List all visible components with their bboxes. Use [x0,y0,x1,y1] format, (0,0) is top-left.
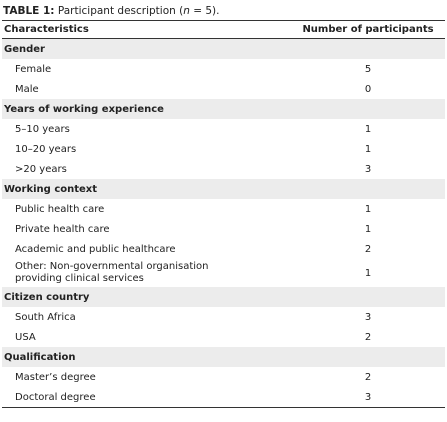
row-label: USA [15,331,36,343]
item-row: Other: Non-governmental organisation pro… [2,259,445,287]
title-text: Participant description ( [57,5,184,17]
title-variable: n [183,5,190,17]
section-row: Working context [2,179,445,199]
count: 0 [364,83,372,95]
row-label: Public health care [15,203,105,215]
row-label: >20 years [15,163,67,175]
cell [291,287,445,307]
row-label-text: Other: Non-governmental organisation pro… [15,261,209,284]
item-row: >20 years 3 [2,159,445,179]
cell [291,179,445,199]
row-label: Doctoral degree [15,391,96,403]
row-label: Male [15,83,39,95]
column-header: Number of participants [291,20,445,39]
item-row: Doctoral degree 3 [2,387,445,408]
count: 1 [364,143,372,155]
count: 3 [364,163,372,175]
row-label: 10–20 years [15,143,77,155]
section-heading: Qualification [2,347,291,367]
cell [291,38,445,59]
cell [291,99,445,119]
row-label: 5–10 years [15,123,70,135]
item-row: Male 0 [2,79,445,99]
item-row: 5–10 years 1 [2,119,445,139]
table: Characteristics Number of participants G… [2,20,445,408]
item-row: USA 2 [2,327,445,347]
section-row: Gender [2,38,445,59]
column-header: Characteristics [2,20,291,39]
header-row: Characteristics Number of participants [2,20,445,39]
row-label: Academic and public healthcare [15,243,176,255]
item-row: Academic and public healthcare 2 [2,239,445,259]
count: 5 [364,63,372,75]
item-row: Private health care 1 [2,219,445,239]
item-row: Public health care 1 [2,199,445,219]
section-heading: Years of working experience [2,99,291,119]
row-label: Female [15,63,52,75]
count: 2 [364,331,372,343]
count: 1 [364,223,372,235]
item-row: Female 5 [2,59,445,79]
section-heading: Working context [2,179,291,199]
section-row: Years of working experience [2,99,445,119]
section-heading: Citizen country [2,287,291,307]
cell [291,347,445,367]
count: 2 [364,243,372,255]
count: 1 [364,267,372,279]
count: 3 [364,391,372,403]
item-row: 10–20 years 1 [2,139,445,159]
row-label: Other: Non-governmental organisation pro… [2,259,291,287]
section-row: Citizen country [2,287,445,307]
count: 2 [364,371,372,383]
row-label: South Africa [15,311,76,323]
row-label: Private health care [15,223,110,235]
count: 1 [364,123,372,135]
table-title: TABLE 1: Participant description (n = 5)… [0,0,447,20]
row-label: Master’s degree [15,371,96,383]
table-body: Gender Female 5 Male 0 Years of working exper… [2,38,445,408]
title-text: = 5). [189,5,220,17]
count: 1 [364,203,372,215]
item-row: Master’s degree 2 [2,367,445,387]
title-label: TABLE 1: [3,5,55,17]
section-row: Qualification [2,347,445,367]
section-heading: Gender [2,38,291,59]
count: 3 [364,311,372,323]
item-row: South Africa 3 [2,307,445,327]
